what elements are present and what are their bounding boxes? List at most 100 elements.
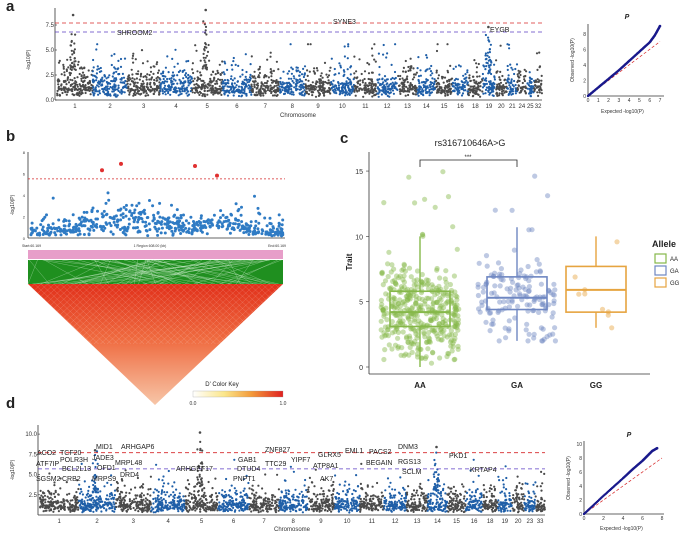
regional-point	[65, 232, 68, 236]
snp-point	[83, 74, 86, 77]
snp-point	[99, 490, 102, 493]
regional-point	[224, 216, 228, 220]
allele-point	[515, 282, 521, 288]
regional-point	[101, 215, 105, 219]
snp-point	[101, 76, 104, 79]
snp-point	[523, 90, 527, 93]
snp-point	[188, 492, 191, 495]
snp-point	[302, 75, 305, 79]
snp-point	[377, 52, 380, 55]
snp-point	[149, 81, 152, 84]
snp-point	[75, 491, 78, 494]
snp-point	[184, 486, 187, 489]
snp-point	[76, 89, 79, 92]
snp-point	[110, 497, 113, 500]
snp-point	[222, 80, 225, 83]
allele-point	[424, 282, 430, 288]
regional-point	[263, 216, 267, 220]
snp-point	[142, 509, 145, 512]
snp-point	[146, 493, 149, 496]
allele-point	[452, 324, 458, 330]
regional-point	[133, 218, 137, 222]
allele-point	[395, 345, 401, 351]
regional-point	[53, 231, 57, 235]
allele-point	[523, 327, 529, 333]
allele-point	[537, 269, 544, 275]
allele-point	[450, 310, 456, 317]
ld-grid-line	[125, 284, 190, 345]
snp-point	[538, 66, 541, 69]
regional-point	[45, 213, 48, 217]
snp-point	[179, 498, 183, 501]
snp-point	[109, 492, 112, 496]
allele-point	[425, 304, 431, 310]
allele-point	[407, 335, 413, 341]
snp-point	[65, 499, 68, 502]
allele-point	[392, 299, 398, 305]
snp-point	[74, 503, 77, 506]
qq-y-tick: 0	[583, 94, 586, 100]
regional-point	[100, 227, 104, 231]
allele-point	[531, 331, 537, 337]
regional-point	[121, 216, 125, 219]
snp-point	[184, 74, 187, 77]
snp-point	[140, 92, 143, 95]
allele-point	[529, 227, 535, 233]
snp-point	[449, 78, 452, 81]
snp-point	[344, 94, 347, 97]
snp-point	[466, 90, 470, 93]
mapping-line	[228, 259, 241, 285]
allele-point	[509, 297, 515, 303]
snp-point	[503, 78, 507, 81]
regional-point	[57, 218, 61, 222]
snp-point	[422, 80, 425, 84]
snp-point	[425, 80, 428, 83]
snp-point	[71, 499, 74, 502]
snp-point	[63, 506, 66, 509]
snp-point	[82, 506, 85, 509]
regional-point	[96, 209, 99, 213]
allele-point	[425, 286, 432, 292]
allele-point	[397, 315, 403, 321]
snp-point	[77, 487, 80, 491]
snp-point	[448, 82, 451, 85]
allele-point	[454, 324, 460, 331]
regional-point	[221, 224, 225, 228]
regional-point	[218, 220, 222, 224]
snp-point	[185, 75, 188, 79]
snp-point	[155, 63, 158, 66]
highlighted-point	[100, 168, 104, 173]
ld-grid-line	[28, 284, 55, 345]
snp-point	[88, 498, 91, 501]
snp-point	[56, 506, 59, 509]
snp-point	[79, 87, 82, 90]
snp-point	[167, 71, 170, 74]
regional-point	[175, 208, 179, 212]
snp-point	[161, 92, 165, 95]
snp-point	[412, 67, 415, 70]
position-mapping-lines	[27, 259, 282, 285]
snp-point	[171, 501, 175, 504]
regional-point	[193, 228, 197, 232]
snp-point	[293, 86, 296, 89]
snp-point	[142, 86, 145, 89]
allele-point	[410, 292, 416, 298]
legend-swatch-gg	[654, 277, 667, 288]
allele-point	[438, 337, 444, 343]
snp-point	[426, 91, 429, 94]
snp-point	[232, 86, 235, 89]
snp-point	[364, 92, 367, 95]
allele-point	[502, 325, 508, 331]
snp-point	[455, 77, 458, 80]
snp-point	[90, 498, 93, 501]
snp-point	[332, 85, 335, 88]
snp-point	[41, 496, 45, 499]
snp-point	[436, 43, 439, 46]
snp-point	[192, 501, 195, 504]
allele-point	[444, 334, 450, 340]
mapping-line	[123, 259, 216, 285]
snp-point	[117, 59, 120, 63]
snp-point	[106, 481, 109, 484]
snp-point	[160, 492, 163, 495]
allele-point	[412, 312, 419, 318]
